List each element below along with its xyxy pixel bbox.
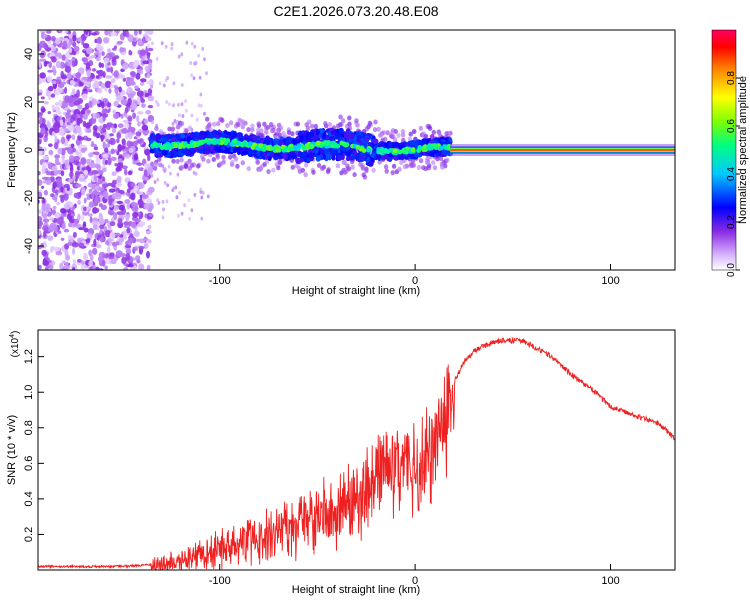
spectrogram-xlabel: Height of straight line (km) [292,285,420,297]
colorbar: 0.0 0.2 0.4 0.6 0.8 Normalized spectral ampl… [711,29,749,277]
snr-xtick-label: 100 [601,575,619,587]
spectrogram-ytick-label: -40 [23,238,35,254]
colorbar-label: Normalized spectral amplitude [737,76,749,224]
colorbar-tick-label: 0.0 [726,263,737,277]
snr-series-line [38,336,675,570]
colorbar-tick-label: 0.4 [726,167,737,181]
snr-ytick-label: 1.2 [23,349,35,364]
snr-ytick-label: 1.0 [23,385,35,400]
colorbar-gradient [711,29,737,271]
spectrogram-ytick-label: 40 [23,48,35,60]
region-stable-line [450,144,675,156]
svg-text:(x104): (x104) [9,331,21,358]
spectrogram-ytick-label: 20 [23,96,35,108]
snr-ylabel: SNR (10 * v/v) [6,415,18,485]
snr-xlabel: Height of straight line (km) [292,584,420,596]
colorbar-tick-label: 0.2 [726,215,737,229]
snr-ytick-label: 0.2 [23,527,35,542]
snr-ytick-label: 0.4 [23,491,35,506]
snr-multiplier: (x104) [9,331,21,358]
chart-title: C2E1.2026.073.20.48.E08 [273,3,438,19]
snr-multiplier-base: (x10 [10,337,21,357]
spectrogram-xtick-label: -100 [209,275,231,287]
snr-ytick-label: 0.8 [23,420,35,435]
spectrogram-xtick-label: 0 [412,275,418,287]
spectrogram-xtick-label: 100 [601,275,619,287]
spectrogram-ylabel: Frequency (Hz) [6,112,18,188]
snr-ytick-label: 0.6 [23,456,35,471]
spectrogram-marks [38,30,675,270]
snr-frame [37,329,676,571]
snr-xtick-label: -100 [209,575,231,587]
spectrogram-ytick-label: -20 [23,190,35,206]
spectrogram-ytick-label: 0 [23,147,35,153]
region-noise [38,30,210,270]
snr-multiplier-exp: 4 [9,334,16,338]
colorbar-tick-label: 0.6 [726,119,737,133]
snr-panel: -100 0 100 0.2 0.4 0.6 0.8 1.0 1.2 Height of str… [6,329,676,596]
snr-xtick-label: 0 [412,575,418,587]
spectrogram-panel: -100 0 100 -40 -20 0 20 40 Height of straight l… [6,29,676,297]
snr-marks [38,336,675,570]
region-scattered-echo [148,114,454,180]
colorbar-tick-label: 0.8 [726,71,737,85]
